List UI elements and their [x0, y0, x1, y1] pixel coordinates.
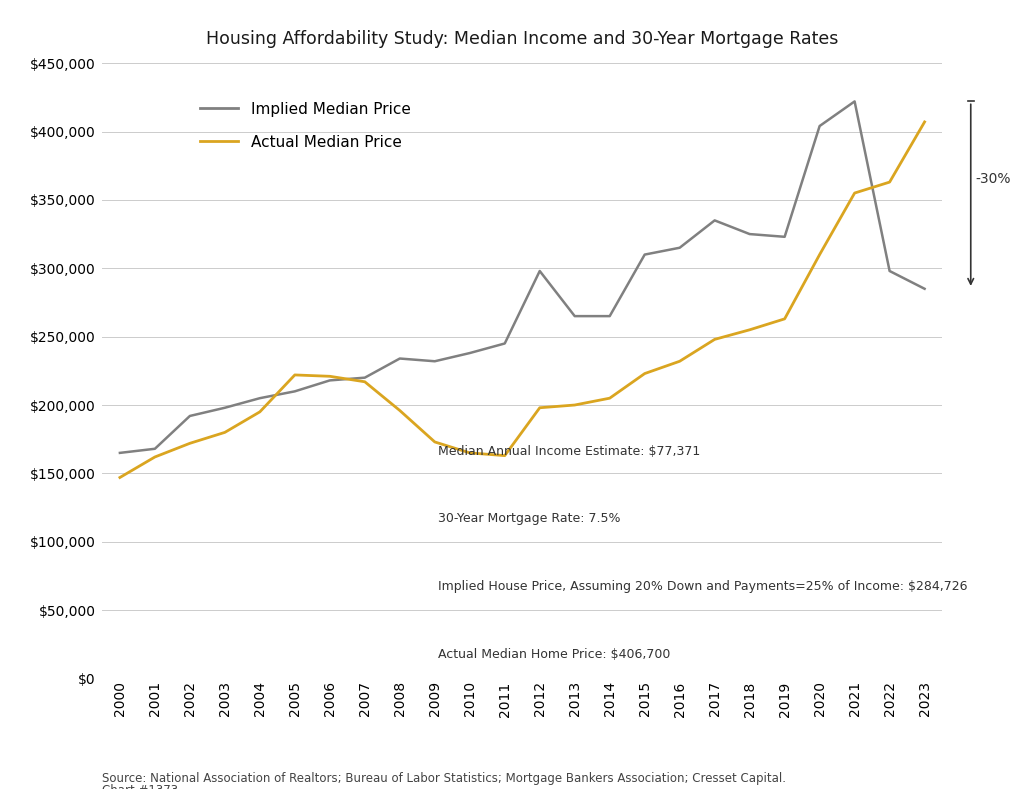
Legend: Implied Median Price, Actual Median Price: Implied Median Price, Actual Median Pric… — [194, 95, 417, 156]
Text: Implied House Price, Assuming 20% Down and Payments=25% of Income: $284,726: Implied House Price, Assuming 20% Down a… — [438, 580, 968, 593]
Title: Housing Affordability Study: Median Income and 30-Year Mortgage Rates: Housing Affordability Study: Median Inco… — [206, 30, 839, 47]
Text: 30-Year Mortgage Rate: 7.5%: 30-Year Mortgage Rate: 7.5% — [438, 512, 621, 525]
Text: Median Annual Income Estimate: $77,371: Median Annual Income Estimate: $77,371 — [438, 445, 700, 458]
Text: Chart #1373: Chart #1373 — [102, 784, 178, 789]
Text: -30%: -30% — [976, 172, 1012, 186]
Text: Source: National Association of Realtors; Bureau of Labor Statistics; Mortgage B: Source: National Association of Realtors… — [102, 772, 786, 785]
Text: Actual Median Home Price: $406,700: Actual Median Home Price: $406,700 — [438, 648, 671, 660]
